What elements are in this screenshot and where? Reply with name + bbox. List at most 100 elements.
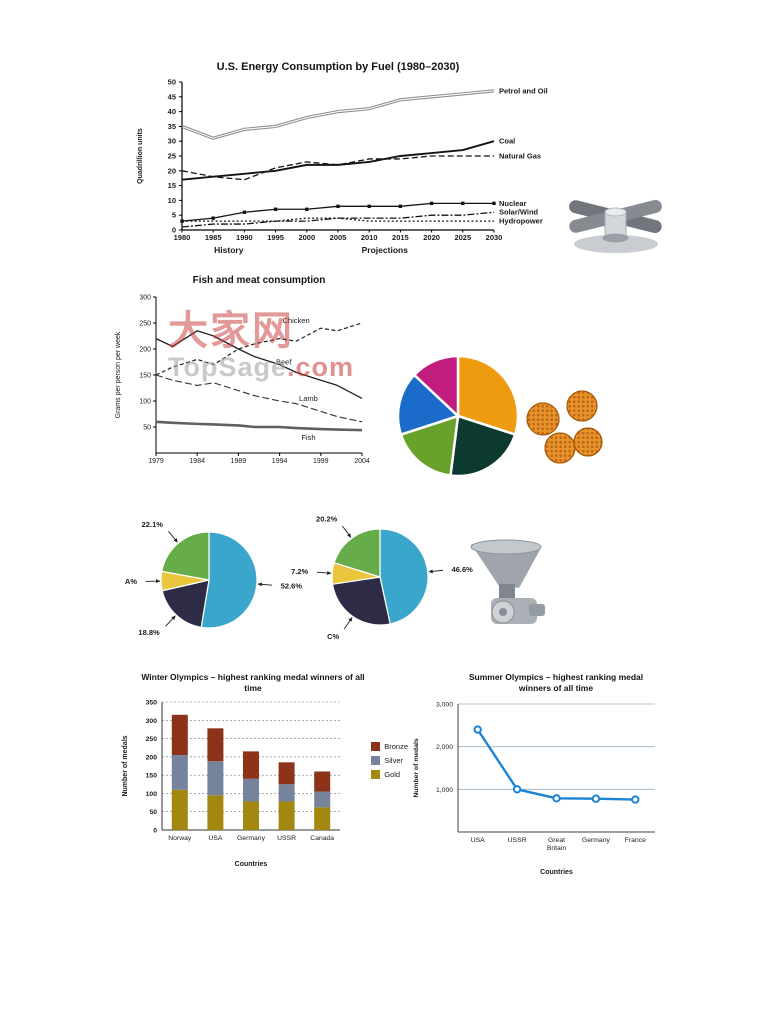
- energy-chart-section: U.S. Energy Consumption by Fuel (1980–20…: [128, 60, 574, 271]
- legend-label: Bronze: [384, 742, 408, 752]
- svg-text:1994: 1994: [272, 458, 288, 465]
- svg-text:1989: 1989: [231, 458, 247, 465]
- svg-text:2,000: 2,000: [436, 744, 453, 751]
- pie-chart-a: 52.6% 18.8% A% 22.1%: [125, 520, 303, 637]
- svg-text:30: 30: [168, 137, 176, 146]
- svg-text:Chicken: Chicken: [283, 316, 310, 325]
- svg-text:USSR: USSR: [508, 837, 527, 844]
- metal-grinder-image: [470, 539, 545, 624]
- svg-text:20.2%: 20.2%: [316, 515, 338, 524]
- winter-bar-chart: 0 50 100 150 200 250 300 350 Norway USA Germany USS…: [122, 700, 340, 868]
- summer-chart-title: Summer Olympics – highest ranking medal …: [468, 672, 644, 694]
- metal-clamp-photo: [563, 182, 668, 260]
- five-color-pie-figure: [392, 348, 528, 484]
- summer-olympics-section: Summer Olympics – highest ranking medal …: [408, 672, 678, 889]
- fish-line-chart: 50 100 150 200 250 300 1979 1984 1989 1994 1999 200…: [115, 295, 370, 466]
- five-color-pie-chart: [396, 354, 520, 478]
- svg-text:Canada: Canada: [310, 835, 334, 842]
- svg-text:100: 100: [146, 791, 158, 798]
- svg-text:0: 0: [153, 828, 157, 835]
- svg-text:100: 100: [139, 399, 151, 406]
- fish-chart-title: Fish and meat consumption: [192, 275, 326, 286]
- svg-text:50: 50: [149, 809, 157, 816]
- svg-text:250: 250: [146, 736, 158, 743]
- svg-text:USSR: USSR: [277, 835, 296, 842]
- svg-text:Lamb: Lamb: [299, 394, 318, 403]
- svg-text:1979: 1979: [148, 458, 164, 465]
- orange-mesh-spheres-photo: [518, 386, 606, 466]
- legend-label: Silver: [384, 756, 403, 766]
- svg-text:18.8%: 18.8%: [138, 628, 160, 637]
- energy-chart-title: U.S. Energy Consumption by Fuel (1980–20…: [216, 61, 460, 73]
- svg-text:France: France: [625, 837, 646, 844]
- svg-text:History: History: [214, 245, 244, 255]
- svg-text:2000: 2000: [298, 233, 315, 242]
- winter-olympics-section: Winter Olympics – highest ranking medal …: [118, 672, 408, 879]
- svg-text:2020: 2020: [423, 233, 440, 242]
- svg-text:Countries: Countries: [540, 869, 573, 876]
- svg-text:5: 5: [172, 211, 176, 220]
- svg-text:Petrol and Oil: Petrol and Oil: [499, 87, 548, 96]
- svg-text:Projections: Projections: [362, 245, 409, 255]
- winter-chart-title: Winter Olympics – highest ranking medal …: [141, 672, 365, 694]
- legend-item-gold: Gold: [371, 770, 408, 780]
- svg-text:1990: 1990: [236, 233, 253, 242]
- pie-chart-b-figure: 46.6% C% 7.2% 20.2%: [288, 502, 483, 652]
- svg-text:0: 0: [172, 226, 176, 235]
- svg-text:22.1%: 22.1%: [142, 520, 164, 529]
- mesh-spheres-image: [526, 390, 603, 464]
- svg-text:52.6%: 52.6%: [281, 581, 303, 590]
- svg-text:2015: 2015: [392, 233, 409, 242]
- svg-text:Beef: Beef: [276, 358, 292, 367]
- svg-text:1985: 1985: [205, 233, 222, 242]
- metal-grinder-photo: [463, 538, 558, 638]
- pie-chart-b: 46.6% C% 7.2% 20.2%: [291, 515, 474, 641]
- svg-text:Germany: Germany: [582, 837, 611, 844]
- svg-text:1999: 1999: [313, 458, 329, 465]
- svg-text:46.6%: 46.6%: [452, 565, 474, 574]
- legend-item-silver: Silver: [371, 756, 408, 766]
- svg-text:2005: 2005: [330, 233, 347, 242]
- svg-text:300: 300: [146, 718, 158, 725]
- svg-text:45: 45: [168, 93, 176, 102]
- svg-text:Coal: Coal: [499, 137, 515, 146]
- svg-text:Norway: Norway: [168, 835, 192, 842]
- silver-swatch-icon: [371, 756, 381, 766]
- winter-legend: Bronze Silver Gold: [371, 742, 408, 780]
- svg-text:2004: 2004: [354, 458, 370, 465]
- svg-text:Natural Gas: Natural Gas: [499, 152, 541, 161]
- svg-text:150: 150: [146, 773, 158, 780]
- svg-text:200: 200: [146, 754, 158, 761]
- svg-text:USA: USA: [471, 837, 485, 844]
- metal-clamp-image: [569, 199, 662, 253]
- svg-text:15: 15: [168, 181, 176, 190]
- svg-text:Great: Great: [548, 837, 565, 844]
- svg-text:2030: 2030: [486, 233, 503, 242]
- svg-text:20: 20: [168, 167, 176, 176]
- svg-text:200: 200: [139, 347, 151, 354]
- svg-text:2010: 2010: [361, 233, 378, 242]
- svg-text:Nuclear: Nuclear: [499, 199, 527, 208]
- svg-text:35: 35: [168, 122, 176, 131]
- svg-text:50: 50: [143, 425, 151, 432]
- bronze-swatch-icon: [371, 742, 381, 752]
- svg-text:7.2%: 7.2%: [291, 567, 308, 576]
- gold-swatch-icon: [371, 770, 381, 780]
- svg-text:C%: C%: [327, 632, 339, 641]
- svg-text:A%: A%: [125, 577, 137, 586]
- svg-text:Grams per person per week: Grams per person per week: [115, 331, 122, 418]
- svg-text:1995: 1995: [267, 233, 284, 242]
- svg-text:Number of medals: Number of medals: [413, 738, 420, 798]
- fish-chart-section: Fish and meat consumption 50 100 150 200 250…: [108, 274, 372, 488]
- svg-text:Hydropower: Hydropower: [499, 217, 543, 226]
- svg-text:250: 250: [139, 321, 151, 328]
- svg-text:25: 25: [168, 152, 176, 161]
- svg-text:10: 10: [168, 196, 176, 205]
- svg-text:1984: 1984: [189, 458, 205, 465]
- pie-chart-a-figure: 52.6% 18.8% A% 22.1%: [112, 502, 307, 652]
- svg-text:Countries: Countries: [235, 861, 268, 868]
- svg-text:40: 40: [168, 107, 176, 116]
